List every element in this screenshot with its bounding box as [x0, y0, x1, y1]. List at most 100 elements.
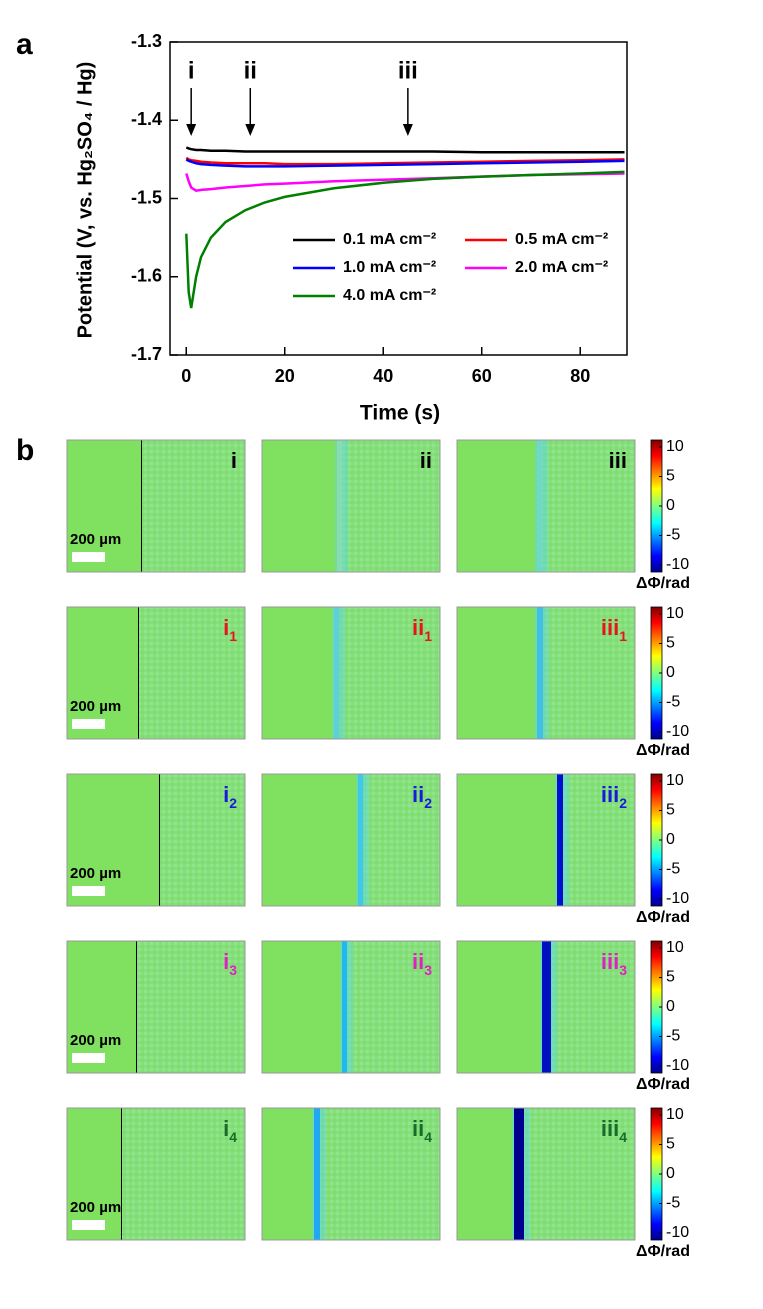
image-label: i4 — [223, 1116, 237, 1145]
colorbar-tick-label: 0 — [666, 998, 675, 1015]
front — [138, 607, 139, 739]
x-tick-label: 20 — [275, 366, 295, 386]
image-label: i1 — [223, 615, 237, 644]
image-label: ii — [420, 448, 432, 473]
colorbar-tick-label: -5 — [666, 1195, 680, 1212]
image-border — [261, 773, 441, 907]
annotation: i — [188, 57, 195, 84]
colorbar-tick-label: 0 — [666, 497, 675, 514]
annotation: ii — [244, 57, 257, 84]
image-right — [121, 1108, 245, 1240]
image-label-sub: 1 — [619, 628, 627, 644]
colorbar-tick-label: 10 — [666, 772, 684, 789]
image-label-main: i — [231, 448, 237, 473]
colorbar-tick-label: 5 — [666, 1136, 675, 1153]
image-label-main: ii — [412, 782, 424, 807]
scale-bar — [72, 886, 105, 896]
colorbar-label: ΔΦ/rad — [636, 575, 690, 592]
image-label: iii2 — [601, 782, 627, 811]
image-border — [456, 940, 636, 1074]
colorbar-label: ΔΦ/rad — [636, 909, 690, 926]
image-border — [261, 1107, 441, 1241]
series-line — [185, 158, 625, 168]
image-label-main: ii — [412, 949, 424, 974]
legend-label: 0.1 mA cm⁻² — [343, 231, 436, 248]
colorbar-tick-label: 10 — [666, 605, 684, 622]
image-label-sub: 3 — [619, 962, 627, 978]
front — [334, 607, 339, 739]
front — [358, 774, 363, 906]
image-label-main: ii — [420, 448, 432, 473]
front — [342, 941, 347, 1073]
colorbar-label: ΔΦ/rad — [636, 1243, 690, 1260]
front — [537, 607, 543, 739]
legend-label: 1.0 mA cm⁻² — [343, 259, 436, 276]
image-right — [358, 774, 440, 906]
image-label: i3 — [223, 949, 237, 978]
image-label-main: ii — [412, 615, 424, 640]
image-border — [261, 606, 441, 740]
image-label-sub: 2 — [424, 795, 432, 811]
image-border — [261, 940, 441, 1074]
image-right — [141, 440, 245, 572]
colorbar-tick-label: 5 — [666, 969, 675, 986]
image-label-sub: 1 — [229, 628, 237, 644]
image-label: iii — [609, 448, 627, 473]
image-label: ii2 — [412, 782, 432, 811]
image-right — [342, 941, 440, 1073]
colorbar-tick-label: 10 — [666, 438, 684, 455]
annotation: iii — [398, 57, 418, 84]
plot-frame — [169, 41, 628, 356]
image-label: i2 — [223, 782, 237, 811]
colorbar-label: ΔΦ/rad — [636, 742, 690, 759]
panel-label: a — [16, 28, 33, 61]
front — [314, 1108, 320, 1240]
front — [537, 440, 542, 572]
x-tick-label: 60 — [472, 366, 492, 386]
front — [136, 941, 137, 1073]
image-right — [334, 607, 440, 739]
x-tick-label: 40 — [373, 366, 393, 386]
image-right — [136, 941, 245, 1073]
colorbar-tick-label: 5 — [666, 468, 675, 485]
front — [121, 1108, 122, 1240]
image-label: iii1 — [601, 615, 627, 644]
scale-bar-label: 200 µm — [70, 1032, 121, 1049]
front — [514, 1108, 524, 1240]
legend-label: 0.5 mA cm⁻² — [515, 231, 608, 248]
front — [141, 440, 142, 572]
image-label: ii3 — [412, 949, 432, 978]
colorbar-tick-label: 5 — [666, 802, 675, 819]
y-tick-label: -1.7 — [131, 344, 162, 364]
x-axis-label: Time (s) — [360, 402, 440, 425]
image-label-sub: 4 — [229, 1129, 237, 1145]
image-label-main: i — [223, 949, 229, 974]
image-right — [314, 1108, 440, 1240]
image-border — [66, 1107, 246, 1241]
legend-label: 4.0 mA cm⁻² — [343, 287, 436, 304]
image-right — [337, 440, 440, 572]
y-tick-label: -1.6 — [131, 266, 162, 286]
front — [159, 774, 160, 906]
image-border — [66, 940, 246, 1074]
image-label: ii1 — [412, 615, 432, 644]
image-label-main: iii — [601, 782, 619, 807]
scale-bar — [72, 719, 105, 729]
image-right — [159, 774, 245, 906]
image-label-sub: 4 — [424, 1129, 432, 1145]
colorbar-tick-label: 0 — [666, 831, 675, 848]
image-border — [456, 606, 636, 740]
arrow-head — [402, 124, 413, 136]
image-label-sub: 2 — [229, 795, 237, 811]
colorbar-label: ΔΦ/rad — [636, 1076, 690, 1093]
image-label: iii4 — [601, 1116, 627, 1145]
image-right — [537, 440, 635, 572]
y-tick-label: -1.4 — [131, 109, 162, 129]
image-label-main: i — [223, 782, 229, 807]
front — [337, 440, 342, 572]
image-label-sub: 3 — [424, 962, 432, 978]
colorbar-tick-label: 0 — [666, 1165, 675, 1182]
image-label-main: iii — [609, 448, 627, 473]
colorbar-tick-label: -5 — [666, 861, 680, 878]
